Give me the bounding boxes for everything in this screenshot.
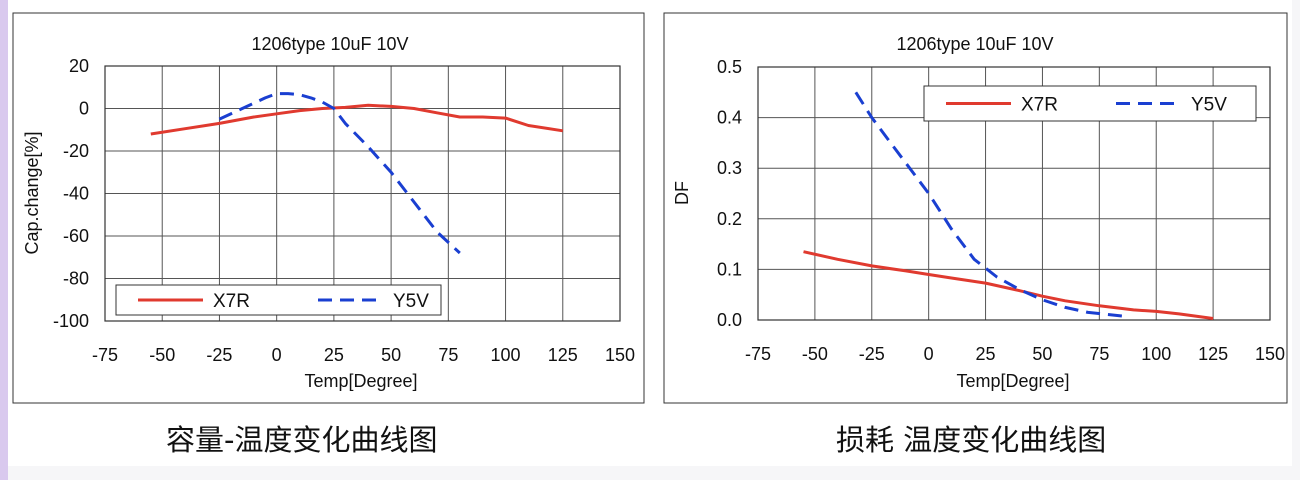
- x-tick-label: -50: [802, 344, 828, 364]
- x-axis-label: Temp[Degree]: [304, 371, 417, 391]
- page-edge-strip: [0, 0, 8, 480]
- legend-label-x7r: X7R: [1021, 95, 1058, 116]
- y-tick-label: -40: [63, 184, 89, 204]
- x-tick-label: -75: [92, 345, 118, 365]
- x-tick-label: 75: [438, 345, 458, 365]
- x-tick-label: 25: [324, 345, 344, 365]
- x-tick-label: 150: [605, 345, 635, 365]
- capacitance-chart: 1206type 10uF 10V -75 -50 -25 0 25 50 75 100 125 1…: [12, 12, 645, 404]
- y-tick-label: 0.5: [717, 57, 742, 77]
- series-line-x7r: [150, 103, 564, 136]
- x-tick-label: 125: [1198, 344, 1228, 364]
- y-tick-label: -60: [63, 226, 89, 246]
- chart-frame: [663, 12, 1288, 404]
- x-axis-label: Temp[Degree]: [956, 371, 1069, 391]
- y-tick-label: -20: [63, 141, 89, 161]
- x-tick-label: 25: [976, 344, 996, 364]
- chart-frame: [12, 12, 645, 404]
- x-tick-label: -25: [859, 344, 885, 364]
- y-tick-label: -100: [53, 311, 89, 331]
- series-line-x7r: [803, 250, 1214, 320]
- y-axis-label: DF: [672, 181, 692, 205]
- x-tick-label: -25: [206, 345, 232, 365]
- dissipation-factor-chart: 1206type 10uF 10V -75 -50 -25 0 25 50 75 100 125 1…: [663, 12, 1288, 404]
- caption-capacitance-chart: 容量-温度变化曲线图: [166, 423, 438, 457]
- x-tick-label: 100: [491, 345, 521, 365]
- caption-df-chart: 损耗 温度变化曲线图: [836, 423, 1107, 457]
- series-line-y5v: [854, 91, 1123, 318]
- x-tick-label: -50: [149, 345, 175, 365]
- y-tick-label: 0.3: [717, 158, 742, 178]
- series-line-y5v: [218, 92, 461, 255]
- x-tick-label: 150: [1255, 344, 1285, 364]
- y-tick-label: 0.4: [717, 108, 742, 128]
- legend-label-y5v: Y5V: [393, 291, 429, 312]
- plot-area-border: [104, 65, 621, 322]
- chart-title: 1206type 10uF 10V: [896, 34, 1053, 54]
- x-tick-label: 50: [1032, 344, 1052, 364]
- x-tick-label: 75: [1089, 344, 1109, 364]
- legend-label-y5v: Y5V: [1191, 95, 1227, 116]
- plot-area-border: [757, 66, 1271, 321]
- y-tick-label: 0: [79, 99, 89, 119]
- x-tick-label: 0: [924, 344, 934, 364]
- x-tick-label: 100: [1141, 344, 1171, 364]
- x-tick-label: 50: [381, 345, 401, 365]
- x-tick-label: -75: [745, 344, 771, 364]
- y-axis-label: Cap.change[%]: [22, 131, 42, 254]
- y-tick-label: 0.0: [717, 310, 742, 330]
- x-tick-label: 0: [272, 345, 282, 365]
- y-tick-label: 0.1: [717, 259, 742, 279]
- chart-title: 1206type 10uF 10V: [251, 34, 408, 54]
- y-tick-label: 0.2: [717, 209, 742, 229]
- y-tick-label: -80: [63, 269, 89, 289]
- y-tick-label: 20: [69, 56, 89, 76]
- x-tick-label: 125: [548, 345, 578, 365]
- legend-label-x7r: X7R: [213, 291, 250, 312]
